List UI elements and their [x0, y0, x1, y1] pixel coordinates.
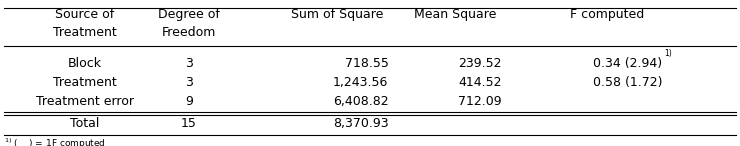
Text: 6,408.82: 6,408.82	[333, 95, 388, 108]
Text: F computed: F computed	[570, 8, 644, 21]
Text: 718.55: 718.55	[345, 57, 388, 70]
Text: Total: Total	[70, 117, 100, 130]
Text: 1): 1)	[665, 49, 672, 58]
Text: Freedom: Freedom	[161, 26, 216, 39]
Text: 239.52: 239.52	[458, 57, 502, 70]
Text: Mean Square: Mean Square	[414, 8, 497, 21]
Text: 414.52: 414.52	[458, 76, 502, 89]
Text: 8,370.93: 8,370.93	[333, 117, 388, 130]
Text: Block: Block	[68, 57, 102, 70]
Text: 15: 15	[181, 117, 197, 130]
Text: 3: 3	[185, 57, 192, 70]
Text: Source of: Source of	[56, 8, 115, 21]
Text: Treatment: Treatment	[53, 26, 117, 39]
Text: 1,243.56: 1,243.56	[333, 76, 388, 89]
Text: Treatment error: Treatment error	[36, 95, 134, 108]
Text: 3: 3	[185, 76, 192, 89]
Text: $^{1)}$ (    ) = 1F computed: $^{1)}$ ( ) = 1F computed	[4, 137, 105, 146]
Text: Degree of: Degree of	[158, 8, 220, 21]
Text: Treatment: Treatment	[53, 76, 117, 89]
Text: Sum of Square: Sum of Square	[291, 8, 383, 21]
Text: 712.09: 712.09	[458, 95, 502, 108]
Text: 0.34 (2.94): 0.34 (2.94)	[593, 57, 662, 70]
Text: 9: 9	[185, 95, 192, 108]
Text: 0.58 (1.72): 0.58 (1.72)	[593, 76, 662, 89]
